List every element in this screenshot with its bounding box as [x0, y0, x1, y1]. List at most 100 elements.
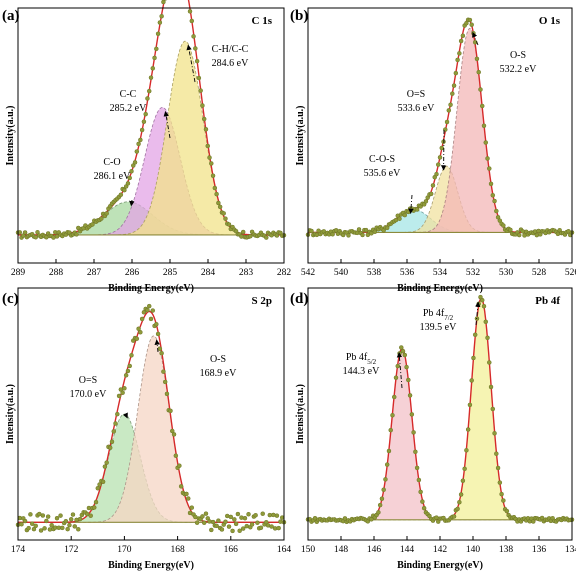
data-point — [372, 229, 378, 235]
x-tick-label: 144 — [400, 545, 415, 555]
peak-label-name: Pb 4f5/2 — [346, 352, 377, 366]
x-tick-label: 530 — [499, 268, 514, 278]
data-point — [60, 525, 65, 531]
data-point — [145, 96, 150, 101]
data-point — [476, 301, 481, 307]
data-point — [379, 496, 385, 501]
data-point — [63, 518, 69, 524]
data-point — [54, 234, 60, 239]
data-point — [104, 460, 109, 465]
data-point — [499, 491, 504, 497]
peak-label-energy: 533.6 eV — [398, 103, 435, 114]
x-tick-label: 287 — [87, 268, 102, 278]
data-point — [203, 511, 209, 516]
data-point — [143, 111, 148, 117]
data-point — [125, 181, 131, 186]
data-point — [423, 199, 429, 204]
peak-label-name: C-O — [103, 157, 120, 168]
data-point — [414, 465, 420, 471]
data-point — [97, 482, 102, 487]
annotation-arrow — [408, 194, 414, 214]
data-point — [22, 518, 28, 524]
x-axis-label: Binding Energy(eV) — [108, 560, 194, 571]
x-tick-label: 286 — [125, 268, 140, 278]
data-point — [139, 316, 145, 322]
data-point — [201, 520, 207, 525]
data-point — [209, 161, 214, 166]
data-point — [134, 149, 140, 154]
data-point — [88, 513, 93, 518]
data-point — [451, 514, 457, 519]
data-point — [390, 413, 395, 418]
annotation-arrow — [475, 301, 481, 326]
data-point — [42, 526, 47, 531]
data-point — [155, 31, 161, 37]
data-point — [457, 51, 462, 56]
data-point — [450, 91, 455, 96]
data-point — [232, 517, 237, 522]
data-point — [22, 230, 28, 235]
plot-frame — [17, 7, 285, 264]
data-point — [469, 22, 474, 27]
x-tick-label: 142 — [433, 545, 448, 555]
panel-title: Pb 4f — [535, 295, 560, 307]
x-tick-label: 288 — [49, 268, 64, 278]
peak-label-name: Pb 4f7/2 — [423, 308, 454, 322]
data-point — [264, 235, 269, 240]
data-point — [122, 386, 127, 391]
data-point — [434, 171, 439, 177]
data-point — [40, 513, 46, 518]
data-point — [249, 522, 255, 527]
data-point — [148, 75, 154, 80]
data-point — [90, 222, 95, 227]
data-point — [411, 430, 416, 435]
data-point — [462, 466, 467, 472]
data-point — [134, 336, 140, 341]
data-point — [369, 517, 374, 522]
data-point — [157, 20, 163, 25]
data-point — [457, 499, 462, 505]
data-point — [495, 465, 501, 471]
data-point — [203, 127, 209, 132]
data-point — [161, 0, 166, 5]
data-point — [446, 108, 452, 113]
data-point — [33, 235, 38, 240]
data-point — [120, 390, 125, 395]
data-point — [111, 429, 117, 434]
data-point — [487, 166, 492, 171]
data-point — [386, 448, 392, 454]
data-point — [488, 181, 494, 187]
x-tick-label: 536 — [400, 268, 415, 278]
data-point — [196, 75, 202, 81]
data-point — [74, 232, 79, 237]
data-point — [102, 464, 108, 469]
data-point — [444, 119, 450, 125]
data-point — [233, 521, 239, 527]
data-point — [185, 496, 191, 501]
data-point — [464, 448, 469, 453]
data-point — [125, 368, 131, 374]
data-point — [226, 524, 232, 529]
panel-title: C 1s — [252, 15, 273, 27]
annotation-arrow — [186, 44, 196, 83]
data-point — [416, 477, 422, 483]
peak-fill-2 — [18, 107, 284, 235]
panel-letter: (a) — [2, 8, 20, 24]
data-point — [476, 69, 481, 75]
data-point — [77, 516, 83, 522]
data-point — [84, 511, 90, 517]
data-point — [99, 216, 104, 221]
data-point — [210, 173, 216, 178]
data-point — [201, 116, 207, 122]
panel-3: 174 172 170 168 166 164 Binding Energy(eV) Inte… — [2, 287, 291, 571]
data-point — [248, 233, 253, 239]
x-tick-label: 532 — [466, 268, 481, 278]
data-point — [159, 351, 164, 356]
data-point — [100, 479, 106, 485]
data-point — [207, 155, 212, 160]
annotation-arrow — [154, 339, 160, 353]
annotation-arrow — [472, 31, 479, 46]
data-point — [193, 46, 198, 51]
x-tick-label: 148 — [334, 545, 349, 555]
